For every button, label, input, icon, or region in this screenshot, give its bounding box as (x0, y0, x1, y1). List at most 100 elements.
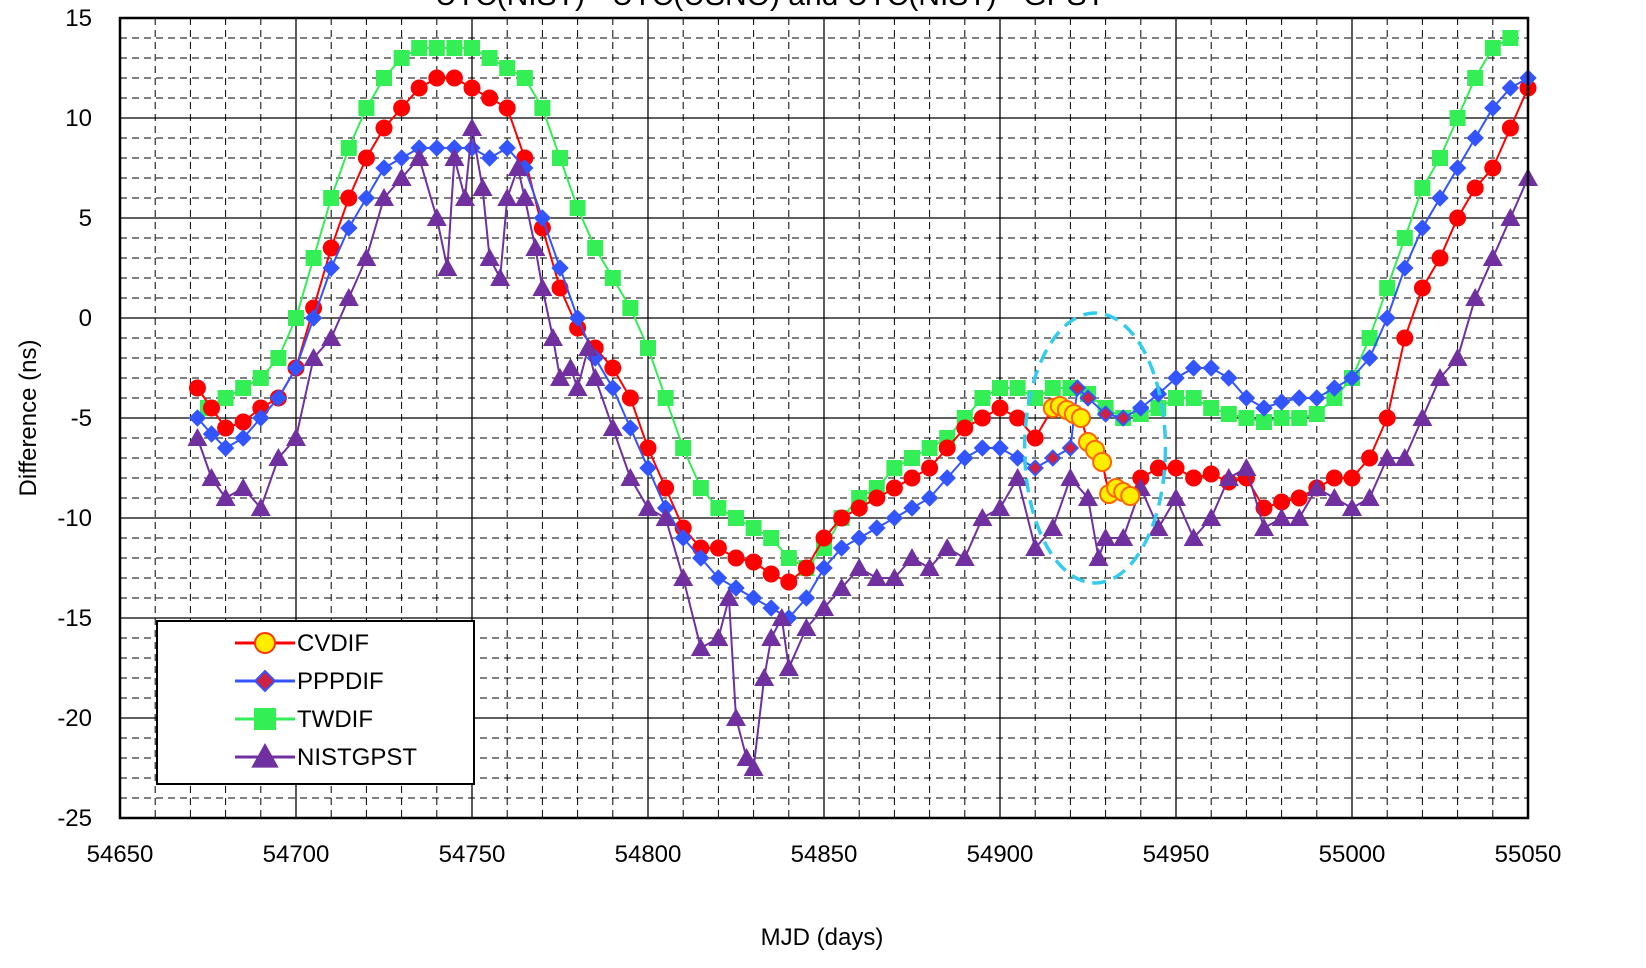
data-point-twdif (1168, 390, 1184, 406)
data-point-pppdif (357, 189, 376, 207)
data-point-nistgpst (718, 588, 739, 606)
data-point-twdif (1256, 414, 1272, 430)
data-point-twdif (358, 100, 375, 116)
legend-item-twdif: TWDIF (235, 706, 373, 733)
data-point-pppdif (287, 359, 305, 377)
data-point-nistgpst (437, 258, 458, 276)
data-point-pppdif (428, 139, 446, 157)
data-point-pppdif (1220, 369, 1238, 387)
data-point-cvdif (357, 149, 375, 167)
data-point-nistgpst (849, 558, 870, 576)
data-point-nistgpst (690, 638, 711, 656)
data-point-cvdif (1466, 179, 1484, 197)
data-point-nistgpst (831, 578, 852, 596)
data-point-cvdif (393, 99, 411, 117)
data-point-pppdif (692, 549, 710, 567)
data-point-pppdif (709, 569, 728, 587)
data-point-pppdif (480, 149, 499, 167)
data-point-nistgpst (1060, 468, 1081, 486)
data-point-cvdif (445, 69, 463, 87)
data-point-nistgpst (708, 628, 729, 646)
data-point-twdif (1414, 180, 1431, 196)
tick-labels: 54650 54700 54750 54800 54850 54900 54950 55000… (57, 5, 1561, 868)
data-point-nistgpst (585, 368, 606, 386)
data-point-pppdif (762, 599, 780, 617)
data-point-pppdif (1448, 159, 1467, 177)
data-point-nistgpst (426, 208, 447, 226)
data-point-pppdif (604, 379, 622, 397)
data-point-cvdif (188, 379, 206, 397)
data-point-twdif (974, 390, 991, 406)
data-point-nistgpst (497, 188, 518, 206)
legend-box (156, 620, 475, 785)
data-point-cvdif (991, 399, 1009, 417)
x-tick-label: 54750 (439, 841, 506, 868)
data-point-nistgpst (578, 338, 599, 356)
data-point-twdif (1502, 30, 1519, 46)
data-point-pppdif (568, 309, 587, 327)
data-point-cvdif (956, 419, 974, 437)
data-point-pppdif (322, 259, 340, 277)
y-tick-label: -25 (57, 805, 92, 832)
data-point-twdif (904, 450, 920, 466)
data-point-nistgpst (1007, 468, 1028, 486)
data-point-cvdif (709, 539, 727, 557)
data-point-nistgpst (1078, 488, 1098, 506)
data-point-pppdif (727, 579, 745, 597)
data-point-twdif (323, 190, 340, 206)
data-point-twdif (481, 50, 498, 66)
data-point-nistgpst (479, 248, 500, 266)
data-point-nistgpst (1166, 488, 1186, 506)
data-point-pppdif (234, 429, 252, 447)
series-layer (187, 30, 1538, 776)
data-point-twdif (499, 60, 516, 76)
y-tick-label: -20 (57, 705, 92, 732)
data-point-nistgpst (374, 188, 394, 206)
data-point-nistgpst (391, 168, 412, 186)
data-point-pppdif (938, 469, 956, 487)
data-point-pppdif (1167, 369, 1185, 387)
data-point-pppdif (392, 149, 411, 167)
data-point-pppdif (1008, 449, 1027, 467)
data-point-nistgpst (525, 238, 546, 256)
data-point-nistgpst (673, 568, 694, 586)
data-point-pppdif (1396, 259, 1414, 277)
data-point-nistgpst (972, 508, 993, 526)
data-point-nistgpst (884, 568, 905, 586)
data-point-nistgpst (286, 428, 306, 446)
data-point-nistgpst (1430, 368, 1450, 386)
data-point-nistgpst (1306, 478, 1327, 496)
y-tick-label: -15 (57, 605, 92, 632)
data-point-nistgpst (1482, 248, 1503, 266)
data-point-nistgpst (507, 158, 528, 176)
data-point-nistgpst (1289, 508, 1310, 526)
data-point-cvdif (1361, 449, 1379, 467)
data-point-nistgpst (771, 608, 792, 626)
data-point-cvdif (621, 389, 639, 407)
x-tick-label: 54950 (1143, 841, 1210, 868)
data-point-cvdif (868, 489, 886, 507)
data-point-twdif (992, 380, 1008, 396)
data-point-twdif (921, 440, 938, 456)
data-point-twdif (1220, 406, 1237, 422)
data-point-twdif (622, 300, 639, 316)
series-pppdif (188, 69, 1537, 627)
data-point-pppdif (1360, 349, 1379, 367)
data-point-nistgpst (954, 548, 975, 566)
data-point-pppdif (797, 589, 816, 607)
data-point-pppdif (202, 425, 221, 443)
data-point-cvdif (973, 409, 991, 427)
data-point-cvdif (833, 509, 851, 527)
data-point-nistgpst (743, 758, 764, 776)
data-point-nistgpst (1254, 518, 1274, 536)
data-point-twdif (587, 240, 604, 256)
data-point-pppdif (744, 589, 763, 607)
highlight-point-cvdif (1092, 452, 1113, 472)
data-point-pppdif (304, 309, 323, 327)
data-point-nistgpst (454, 188, 475, 206)
data-point-nistgpst (1025, 538, 1046, 556)
data-point-cvdif (1431, 249, 1449, 267)
data-point-nistgpst (761, 628, 782, 646)
data-point-pppdif (1378, 309, 1396, 327)
y-tick-label: 15 (65, 5, 92, 32)
